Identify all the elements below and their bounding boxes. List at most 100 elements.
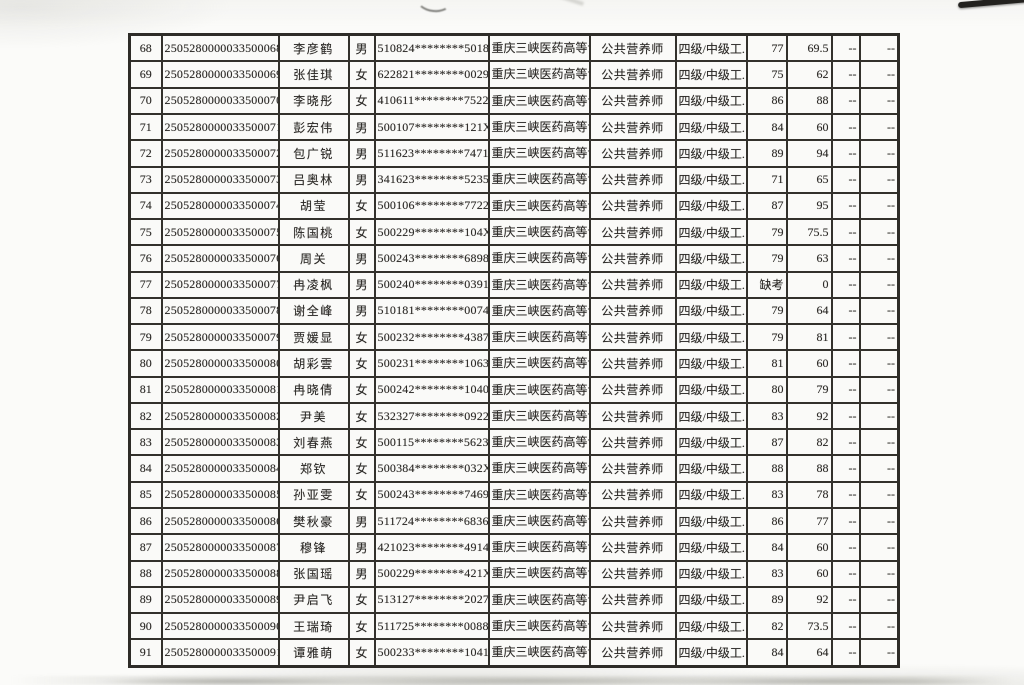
scan-artifact-corner-streak (957, 0, 1024, 9)
cell-gender: 女 (347, 218, 376, 247)
cell-dash-2: -- (858, 585, 900, 615)
cell-serial-number: 83 (128, 428, 163, 457)
cell-school: 重庆三峡医药高等专科学校 (487, 139, 591, 168)
cell-dash-2: -- (858, 401, 900, 431)
cell-occupation: 公共营养师 (588, 191, 677, 221)
cell-id-card-masked: 500106********7722 (373, 191, 490, 221)
cell-id-card-masked: 500243********6898 (373, 244, 490, 273)
scan-edge-shadow (10, 676, 1014, 685)
cell-level: 四级/中级工. (674, 86, 748, 115)
table-row: 91 2505280000033500091 谭雅萌女 500233********1… (128, 638, 900, 668)
cell-registration-id: 2505280000033500074 (160, 191, 280, 221)
cell-school: 重庆三峡医药高等专科学校 (487, 165, 591, 194)
cell-registration-id: 2505280000033500089 (160, 585, 280, 615)
cell-serial-number: 73 (128, 165, 163, 194)
cell-dash-2: -- (858, 270, 900, 299)
cell-serial-number: 84 (128, 454, 163, 483)
cell-level: 四级/中级工. (674, 638, 748, 668)
cell-dash-1: -- (830, 585, 861, 615)
cell-id-card-masked: 341623********5235 (373, 165, 490, 194)
cell-dash-1: -- (830, 454, 861, 483)
cell-theory-score: 86 (745, 86, 788, 115)
cell-candidate-name: 王瑞琦 (277, 612, 350, 641)
cell-practical-score: 62 (785, 60, 833, 89)
cell-dash-1: -- (830, 60, 861, 89)
cell-registration-id: 2505280000033500077 (160, 270, 280, 299)
cell-school: 重庆三峡医药高等专科学校 (487, 375, 591, 404)
cell-practical-score: 92 (785, 401, 833, 431)
cell-registration-id: 2505280000033500085 (160, 480, 280, 509)
cell-dash-2: -- (858, 296, 900, 326)
cell-school: 重庆三峡医药高等专科学校 (487, 60, 591, 89)
cell-dash-1: -- (830, 349, 861, 378)
cell-id-card-masked: 500107********121X (373, 112, 490, 142)
cell-dash-1: -- (830, 165, 861, 194)
cell-practical-score: 88 (785, 86, 833, 115)
cell-id-card-masked: 513127********2027 (373, 585, 490, 615)
cell-theory-score: 79 (745, 244, 788, 273)
cell-id-card-masked: 500231********1063 (373, 349, 490, 378)
cell-dash-2: -- (858, 33, 900, 63)
cell-level: 四级/中级工. (674, 480, 748, 509)
cell-dash-2: -- (858, 165, 900, 194)
cell-dash-2: -- (858, 244, 900, 273)
cell-theory-score: 79 (745, 218, 788, 247)
cell-candidate-name: 尹美 (277, 401, 350, 431)
table-row: 74 2505280000033500074 胡莹女 500106********77… (128, 191, 900, 221)
cell-dash-2: -- (858, 480, 900, 509)
cell-candidate-name: 穆锋 (277, 533, 350, 562)
cell-level: 四级/中级工. (674, 296, 748, 326)
cell-dash-2: -- (858, 506, 900, 536)
cell-level: 四级/中级工. (674, 454, 748, 483)
cell-serial-number: 74 (128, 191, 163, 221)
cell-level: 四级/中级工. (674, 60, 748, 89)
cell-school: 重庆三峡医药高等专科学校 (487, 559, 591, 588)
cell-dash-2: -- (858, 638, 900, 668)
cell-candidate-name: 贾媛显 (277, 323, 350, 352)
table-row: 83 2505280000033500083 刘春燕女 500115********5… (128, 428, 900, 457)
cell-dash-2: -- (858, 454, 900, 483)
cell-registration-id: 2505280000033500082 (160, 401, 280, 431)
cell-theory-score: 79 (745, 296, 788, 326)
cell-dash-2: -- (858, 218, 900, 247)
cell-level: 四级/中级工. (674, 375, 748, 404)
cell-registration-id: 2505280000033500081 (160, 375, 280, 404)
cell-theory-score: 82 (745, 612, 788, 641)
cell-candidate-name: 孙亚雯 (277, 480, 350, 509)
cell-id-card-masked: 510181********0074 (373, 296, 490, 326)
cell-serial-number: 72 (128, 139, 163, 168)
cell-gender: 女 (347, 480, 376, 509)
cell-dash-2: -- (858, 559, 900, 588)
cell-occupation: 公共营养师 (588, 60, 677, 89)
cell-dash-1: -- (830, 218, 861, 247)
cell-dash-1: -- (830, 533, 861, 562)
cell-gender: 男 (347, 112, 376, 142)
cell-dash-1: -- (830, 139, 861, 168)
cell-school: 重庆三峡医药高等专科学校 (487, 296, 591, 326)
cell-occupation: 公共营养师 (588, 86, 677, 115)
cell-id-card-masked: 500240********0391 (373, 270, 490, 299)
cell-id-card-masked: 500115********5623 (373, 428, 490, 457)
cell-serial-number: 80 (128, 349, 163, 378)
cell-occupation: 公共营养师 (588, 401, 677, 431)
cell-registration-id: 2505280000033500069 (160, 60, 280, 89)
cell-dash-1: -- (830, 270, 861, 299)
cell-serial-number: 75 (128, 218, 163, 247)
cell-candidate-name: 胡莹 (277, 191, 350, 221)
cell-dash-1: -- (830, 296, 861, 326)
cell-serial-number: 82 (128, 401, 163, 431)
cell-gender: 女 (347, 401, 376, 431)
cell-dash-1: -- (830, 612, 861, 641)
cell-serial-number: 85 (128, 480, 163, 509)
cell-gender: 女 (347, 86, 376, 115)
cell-theory-score: 84 (745, 638, 788, 668)
cell-occupation: 公共营养师 (588, 349, 677, 378)
cell-gender: 男 (347, 244, 376, 273)
cell-practical-score: 60 (785, 559, 833, 588)
cell-practical-score: 81 (785, 323, 833, 352)
results-table: 68 2505280000033500068 李彦鹤男 510824********5… (128, 33, 900, 668)
cell-dash-1: -- (830, 244, 861, 273)
cell-registration-id: 2505280000033500091 (160, 638, 280, 668)
cell-gender: 男 (347, 296, 376, 326)
cell-school: 重庆三峡医药高等专科学校 (487, 218, 591, 247)
